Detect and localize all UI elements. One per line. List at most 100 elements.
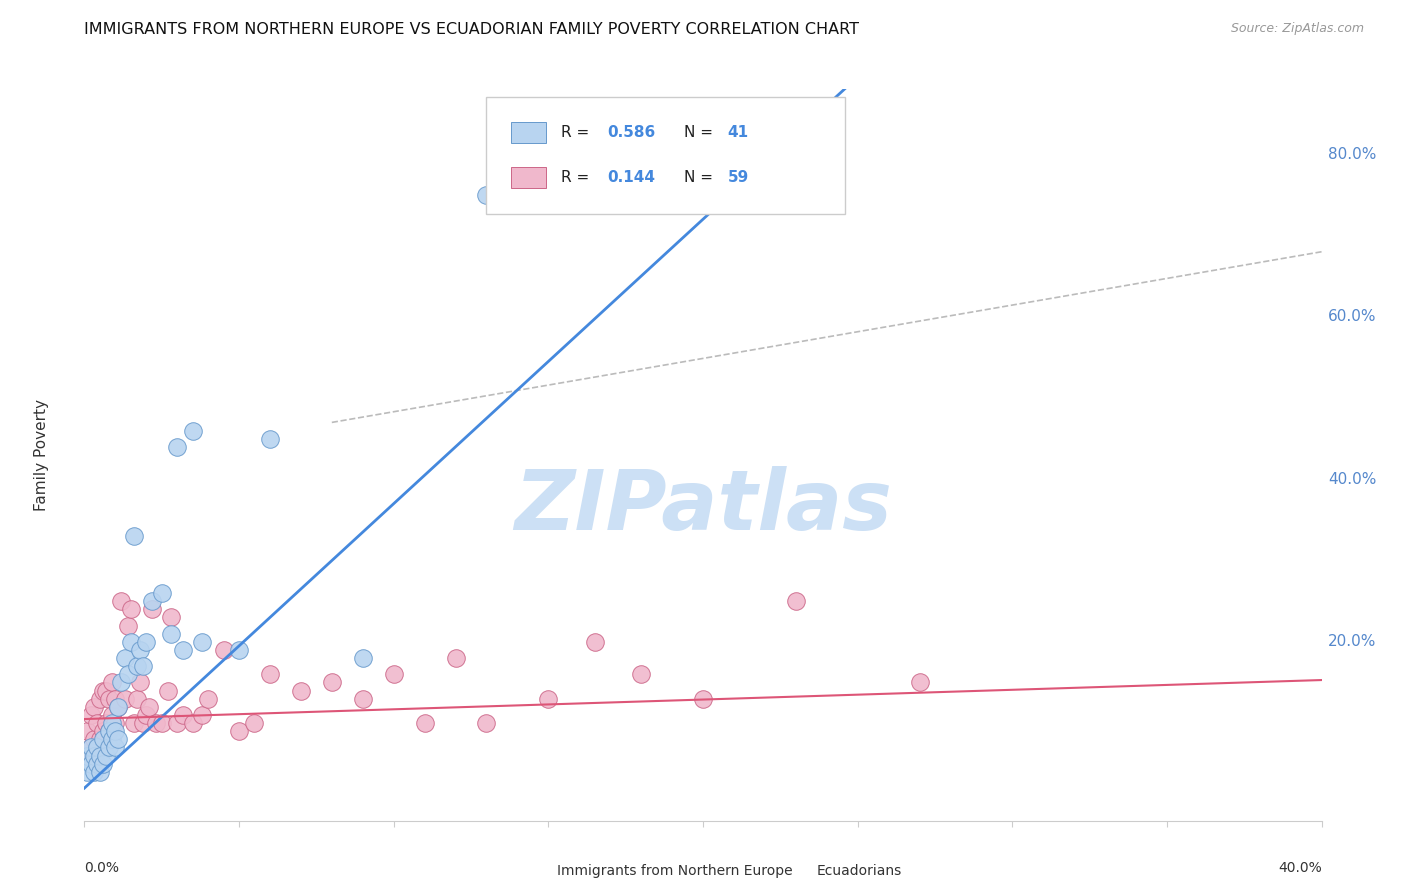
Text: 0.144: 0.144 [607,170,655,185]
Text: N =: N = [685,125,718,140]
Point [120,602,142,616]
Point [107,732,129,747]
Point [228,724,250,739]
FancyBboxPatch shape [523,864,551,880]
Text: 60.0%: 60.0% [1327,310,1376,325]
Point [166,716,188,731]
FancyBboxPatch shape [512,168,546,188]
FancyBboxPatch shape [486,96,845,213]
Point [94,683,117,698]
Point [94,716,117,731]
Point [150,716,173,731]
Text: Immigrants from Northern Europe: Immigrants from Northern Europe [557,864,793,878]
Text: 40.0%: 40.0% [1327,472,1376,487]
Point [475,716,498,731]
Text: IMMIGRANTS FROM NORTHERN EUROPE VS ECUADORIAN FAMILY POVERTY CORRELATION CHART: IMMIGRANTS FROM NORTHERN EUROPE VS ECUAD… [84,22,859,37]
Point [692,691,714,706]
Point [125,691,148,706]
Point [83,699,105,714]
Point [290,683,312,698]
Point [83,748,105,763]
Text: 0.586: 0.586 [607,125,657,140]
Point [125,659,148,673]
Point [120,635,142,649]
Point [83,732,105,747]
Point [79,756,101,771]
Point [117,618,139,632]
Point [98,740,121,755]
Point [129,643,152,657]
Text: 41: 41 [728,125,749,140]
Point [352,691,374,706]
Point [141,602,163,616]
Text: Ecuadorians: Ecuadorians [817,864,903,878]
Point [83,748,105,763]
Point [76,748,98,763]
Point [321,675,343,690]
Point [104,740,127,755]
Point [104,716,127,731]
Text: N =: N = [685,170,718,185]
Point [135,635,157,649]
Point [91,732,114,747]
Point [243,716,266,731]
Point [129,675,152,690]
Point [107,699,129,714]
Point [94,748,117,763]
Point [181,716,204,731]
FancyBboxPatch shape [783,864,811,880]
Point [135,708,157,723]
Text: Source: ZipAtlas.com: Source: ZipAtlas.com [1230,22,1364,36]
Point [156,683,179,698]
Point [191,635,214,649]
Point [122,529,145,543]
Point [166,440,188,454]
Point [76,724,98,739]
Point [537,691,560,706]
Point [117,667,139,681]
Point [141,594,163,608]
Point [382,667,405,681]
Point [122,716,145,731]
Point [91,724,114,739]
Point [191,708,214,723]
Point [197,691,219,706]
Text: R =: R = [561,125,593,140]
Point [110,594,132,608]
Point [98,691,121,706]
Point [101,708,124,723]
Point [104,691,127,706]
Point [150,586,173,600]
Point [110,675,132,690]
Text: 40.0%: 40.0% [1278,861,1322,875]
Point [444,651,467,665]
Point [86,756,108,771]
Point [259,432,281,446]
Point [132,716,155,731]
Point [172,708,194,723]
Point [86,740,108,755]
Point [145,716,167,731]
Point [138,699,160,714]
Point [132,659,155,673]
Point [352,651,374,665]
Text: 59: 59 [728,170,749,185]
Point [228,643,250,657]
Point [785,594,807,608]
Point [89,691,111,706]
Text: 0.0%: 0.0% [84,861,120,875]
Point [181,424,204,438]
Point [79,740,101,755]
Text: 20.0%: 20.0% [1327,634,1376,649]
Point [172,643,194,657]
Point [101,716,124,731]
Point [76,748,98,763]
Text: 80.0%: 80.0% [1327,146,1376,161]
Point [98,724,121,739]
Point [107,699,129,714]
Point [86,716,108,731]
Text: ZIPatlas: ZIPatlas [515,466,891,547]
Point [212,643,235,657]
Point [83,764,105,779]
Point [91,756,114,771]
